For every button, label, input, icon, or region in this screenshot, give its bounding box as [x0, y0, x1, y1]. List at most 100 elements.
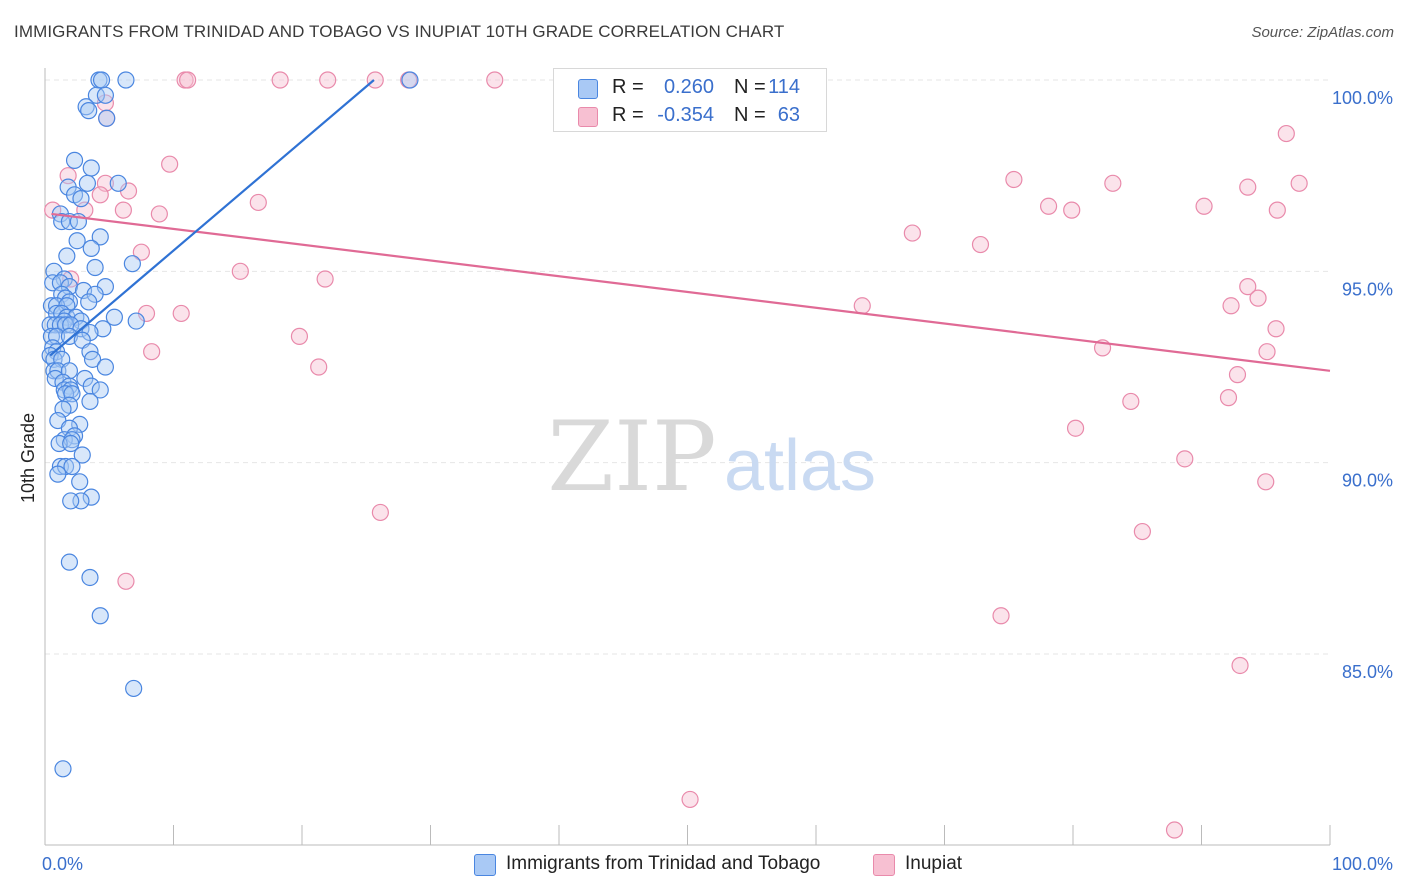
point-inupiat: [992, 607, 1010, 625]
point-trinidad: [125, 679, 143, 698]
point-inupiat: [1133, 522, 1151, 541]
y-tick-label: 90.0%: [1342, 471, 1393, 491]
point-trinidad: [109, 174, 127, 192]
n-value: 63: [777, 104, 800, 126]
point-trinidad: [91, 607, 109, 625]
point-inupiat: [371, 503, 389, 522]
point-inupiat: [1165, 821, 1184, 839]
point-trinidad: [87, 86, 106, 104]
point-trinidad: [62, 434, 80, 453]
point-inupiat: [366, 71, 384, 89]
point-inupiat: [91, 186, 109, 204]
point-inupiat: [1257, 473, 1275, 491]
point-inupiat: [1239, 278, 1257, 296]
point-trinidad: [81, 568, 99, 587]
n-value: 114: [768, 76, 800, 98]
point-inupiat: [1066, 419, 1085, 437]
point-trinidad: [117, 71, 135, 89]
trend-lines: [49, 79, 1331, 372]
point-inupiat: [179, 71, 197, 89]
point-trinidad: [96, 358, 114, 376]
point-inupiat: [681, 790, 699, 809]
point-trinidad: [123, 255, 141, 273]
point-inupiat: [316, 270, 334, 288]
legend-label: Inupiat: [905, 853, 963, 874]
point-inupiat: [1219, 389, 1238, 407]
watermark-zip: ZIP: [547, 401, 716, 513]
point-trinidad: [105, 308, 123, 326]
point-inupiat: [1277, 124, 1295, 143]
point-trinidad: [58, 247, 76, 265]
trend-line-inupiat: [51, 212, 1331, 372]
point-inupiat: [150, 205, 168, 223]
point-trinidad: [80, 293, 98, 311]
r-value: 0.260: [663, 76, 714, 98]
point-trinidad: [96, 86, 114, 104]
point-trinidad: [72, 190, 90, 208]
point-trinidad: [63, 457, 81, 476]
point-trinidad: [86, 258, 104, 277]
point-trinidad: [83, 350, 102, 368]
point-trinidad: [54, 760, 72, 778]
tick-labels: 100.0% 95.0% 90.0% 85.0% 0.0% 100.0% 10th Grad…: [18, 88, 1393, 874]
point-inupiat: [1228, 366, 1247, 384]
y-axis-title: 10th Grade: [18, 413, 38, 503]
point-trinidad: [65, 151, 84, 169]
legend-label: Immigrants from Trinidad and Tobago: [506, 853, 821, 874]
watermark: ZIP atlas: [547, 401, 876, 513]
point-trinidad: [68, 232, 86, 250]
point-trinidad: [92, 71, 111, 89]
point-trinidad: [127, 312, 145, 330]
point-inupiat: [1005, 170, 1023, 189]
point-inupiat: [117, 572, 135, 590]
point-inupiat: [319, 71, 337, 89]
x-tick-label-min: 0.0%: [42, 854, 83, 874]
r-label: R =: [612, 76, 644, 98]
point-inupiat: [486, 71, 504, 89]
point-inupiat: [161, 155, 179, 173]
r-value: -0.354: [657, 104, 714, 126]
point-inupiat: [1249, 289, 1267, 307]
point-inupiat: [1239, 178, 1257, 196]
point-trinidad: [60, 327, 79, 345]
point-inupiat: [1268, 201, 1286, 219]
stats-row-trinidad: R = 0.260 N = 114: [554, 73, 826, 101]
r-label: R =: [612, 104, 644, 126]
point-inupiat: [310, 358, 328, 376]
point-trinidad: [60, 553, 79, 571]
point-trinidad: [81, 392, 99, 411]
legend-swatch-blue: [474, 854, 496, 876]
series-inupiat-points: [44, 71, 1308, 839]
point-trinidad: [80, 102, 98, 120]
point-inupiat: [1195, 197, 1213, 215]
point-trinidad: [82, 239, 100, 257]
point-inupiat: [231, 262, 249, 280]
trend-line-trinidad: [49, 79, 375, 357]
point-inupiat: [172, 304, 190, 323]
series-trinidad-points: [41, 71, 419, 778]
legend-swatch-pink: [873, 854, 895, 876]
point-inupiat: [132, 243, 150, 261]
point-inupiat: [290, 327, 309, 345]
series-legend: Immigrants from Trinidad and Tobago Inup…: [0, 852, 1406, 878]
n-label: N =: [734, 104, 766, 126]
point-trinidad: [91, 228, 109, 246]
chart-title: IMMIGRANTS FROM TRINIDAD AND TOBAGO VS I…: [14, 22, 785, 41]
stats-legend: R = 0.260 N = 114 R = -0.354 N = 63: [553, 68, 827, 132]
source-credit: Source: ZipAtlas.com: [1251, 24, 1394, 41]
point-trinidad: [98, 109, 116, 127]
point-inupiat: [114, 201, 132, 219]
point-inupiat: [971, 235, 990, 254]
x-tick-label-max: 100.0%: [1332, 854, 1393, 874]
n-label: N =: [734, 76, 766, 98]
point-inupiat: [1222, 297, 1240, 315]
axes: [44, 68, 1331, 846]
watermark-atlas: atlas: [724, 426, 876, 506]
point-inupiat: [1231, 656, 1249, 675]
point-trinidad: [82, 488, 100, 506]
point-inupiat: [1267, 320, 1285, 338]
y-tick-label: 85.0%: [1342, 662, 1393, 682]
legend-swatch-blue: [578, 79, 598, 99]
point-trinidad: [91, 381, 109, 399]
point-trinidad: [71, 473, 89, 491]
